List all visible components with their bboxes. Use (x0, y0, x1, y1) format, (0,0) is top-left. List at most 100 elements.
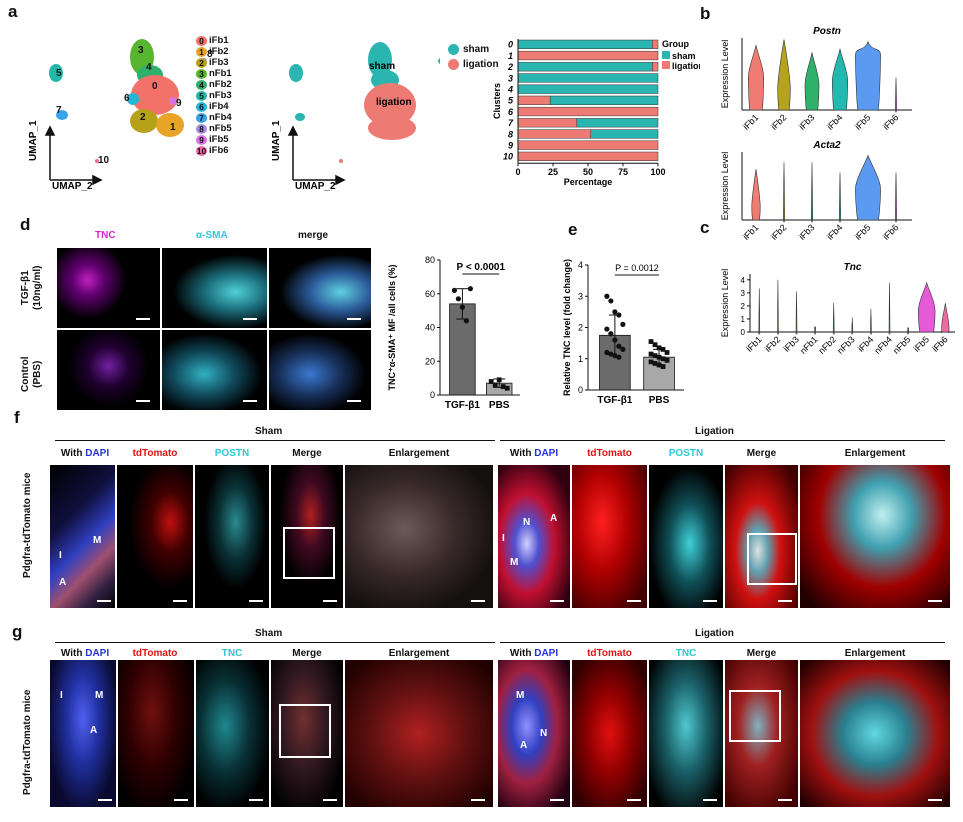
bar-y-tick-label: 4 (578, 260, 583, 270)
bar-ligation-6 (517, 106, 659, 117)
violin-x-tick-label: iFb3 (797, 222, 816, 241)
relative-tnc-bar-chart: 0 1 2 3 4 Relative TNC level (fold change) TGF… (562, 259, 684, 406)
sham-legend-label: sham (463, 44, 490, 55)
svg-text:UMAP_1: UMAP_1 (28, 120, 39, 161)
g-group-sham: Sham (255, 628, 283, 639)
violin-x-tick-label: iFb3 (781, 334, 800, 353)
col-header-stain: POSTN (214, 448, 250, 459)
violin-nFb2 (832, 302, 835, 335)
col-header-stain: tdTomato (132, 448, 178, 459)
data-point (664, 357, 670, 363)
bar-x-tick-label: PBS (489, 400, 510, 411)
d-control-merge-image (269, 330, 371, 410)
g-row-label: Pdgfra-tdTomato mice (22, 689, 33, 795)
g-sham-tnc-image (196, 660, 269, 807)
g-sham-tdtomato-image (118, 660, 194, 807)
data-point (652, 342, 658, 348)
data-point (660, 346, 666, 352)
data-point (604, 349, 610, 356)
g-lig-zoom-box (729, 690, 781, 742)
data-point (604, 326, 610, 332)
umap-clusters-plot: 3 4 0 6 2 1 9 5 7 8 10 UMAP_1 UMAP_2 sha… (28, 39, 440, 192)
cluster-tick-label: 4 (507, 85, 513, 95)
cluster-5-blob (49, 64, 63, 82)
data-point (656, 362, 662, 368)
bar-sham-4 (517, 84, 659, 94)
y-axis-label: Clusters (492, 83, 502, 119)
cluster-legend-dot: 10 (196, 145, 207, 156)
bar-ligation-1 (517, 50, 659, 61)
f-ligation-rule (500, 440, 945, 441)
violin-iFb2 (777, 279, 779, 335)
col-header-prefix: With (60, 648, 86, 659)
cluster-legend-list: 0 iFb1 1 iFb2 2 iFb3 3 nFb1 4 nFb2 5 nFb3 6 iFb4 7 nFb4… (196, 35, 232, 156)
bar-y-tick-label: 0 (578, 385, 583, 395)
violin-iFb6 (894, 77, 898, 113)
bar-x-tick-label: TGF-β1 (597, 395, 632, 406)
bar-y-tick-label: 80 (425, 255, 435, 265)
f-sham-zoom-box (283, 527, 335, 579)
violin-iFb4 (838, 172, 842, 223)
d-col-merge: merge (298, 230, 329, 241)
cluster-legend-label: iFb1 (209, 35, 229, 46)
cluster-legend-item: 4 nFb2 (196, 79, 232, 90)
f-lig-zoom-box (747, 533, 797, 585)
d-tgf-tnc-image (57, 248, 160, 328)
data-point (656, 354, 662, 360)
data-point (608, 298, 614, 304)
svg-text:UMAP_1: UMAP_1 (271, 120, 282, 161)
tnc-asma-bar-chart: 0 20 40 60 80 TNC⁺α-SMA⁺ MF /all cells (%) TGF… (387, 255, 520, 411)
violin-iFb5 (918, 281, 936, 333)
violin-y-label: Expression Level (720, 152, 730, 221)
col-header-stain: Merge (292, 648, 322, 659)
g-group-ligation: Ligation (695, 628, 734, 639)
col-header-stain: DAPI (85, 648, 110, 659)
g-sham-merge-image (271, 660, 343, 807)
panel_f-col-header: POSTN (195, 448, 269, 459)
panel_g-col-header: Enlargement (800, 648, 950, 659)
panel_g-col-header: With DAPI (55, 648, 115, 659)
col-header-stain: Merge (746, 448, 777, 459)
violin-x-tick-label: iFb5 (912, 334, 931, 353)
data-point (608, 351, 614, 357)
ligation-legend-label: ligation (463, 59, 499, 70)
panel_f-col-header: POSTN (649, 448, 723, 459)
g-ligation-rule (500, 642, 945, 643)
panel-letter-e: e (568, 220, 578, 239)
col-header-stain: tdTomato (587, 648, 632, 659)
cluster-legend-item: 2 iFb3 (196, 57, 232, 68)
f-sham-postn-image (195, 465, 269, 608)
panel_f-col-header: tdTomato (572, 448, 647, 459)
cluster-tick-label: 0 (508, 40, 513, 50)
g-lig-tnc-image (649, 660, 723, 807)
violin-y-tick-label: 0 (741, 328, 746, 337)
p-value-label: P = 0.0012 (615, 263, 659, 273)
svg-text:5: 5 (56, 68, 62, 79)
legend-title: Group (662, 39, 689, 49)
cluster-tick-label: 8 (508, 129, 513, 139)
violin-x-tick-label: iFb6 (881, 222, 900, 241)
violin-x-tick-label: iFb1 (744, 334, 763, 353)
data-point (648, 351, 654, 357)
legend-ligation-swatch (662, 61, 670, 69)
sham-legend-dot (448, 44, 459, 55)
violin-x-tick-label: nFb5 (891, 334, 913, 356)
f-lig-postn-image (649, 465, 723, 608)
svg-text:2: 2 (140, 112, 146, 123)
violin-y-tick-label: 4 (741, 276, 746, 285)
cluster-0-blob (131, 75, 179, 115)
violin-nFb5 (907, 327, 909, 335)
cluster-legend-item: 6 iFb4 (196, 101, 232, 112)
violin-iFb5 (855, 154, 881, 221)
col-header-stain: POSTN (668, 448, 704, 459)
data-point (664, 350, 670, 355)
bar-ligation-2 (652, 62, 659, 72)
x-tick-label: 100 (650, 167, 665, 177)
cluster-legend-dot: 2 (196, 57, 207, 68)
violin-iFb1 (758, 288, 761, 335)
panel_g-col-header: Merge (725, 648, 798, 659)
data-point (608, 331, 614, 337)
f-sham-merge-image (271, 465, 343, 608)
bar-ligation-0 (652, 39, 659, 49)
